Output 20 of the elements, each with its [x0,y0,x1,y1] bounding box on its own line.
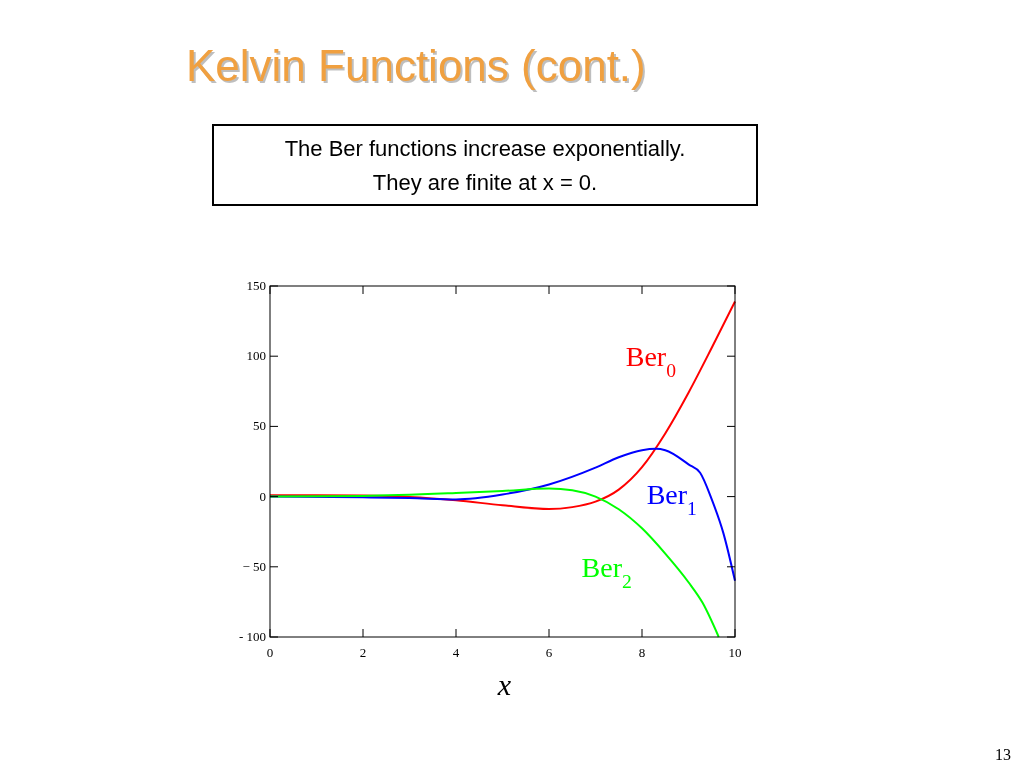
x-tick-label: 4 [452,645,460,660]
x-tick-label: 10 [728,645,742,660]
y-tick-label: − 50 [242,558,266,574]
x-tick-label: 6 [545,645,553,660]
line-series [269,487,720,638]
chart-title: Kelvin Functions (cont.) [188,43,648,92]
y-tick-label: 100 [246,348,266,364]
text: 13 [995,746,1011,763]
y-tick-label: 0 [259,488,266,504]
y-tick-label: 50 [253,418,266,434]
y-tick-label: - 100 [238,629,266,644]
x-tick-label: 8 [638,645,646,660]
series-label: Ber$_{2}$ [581,551,632,592]
text: The Ber functions increase exponentially. [284,136,686,161]
x-axis-title: x [496,668,512,701]
text: They are finite at x = 0. [372,170,598,195]
y-tick-label: 150 [246,278,266,293]
x-tick-label: 2 [359,645,367,660]
series-label: Ber$_{0}$ [625,341,677,381]
series-label: Ber$_{1}$ [646,478,697,519]
